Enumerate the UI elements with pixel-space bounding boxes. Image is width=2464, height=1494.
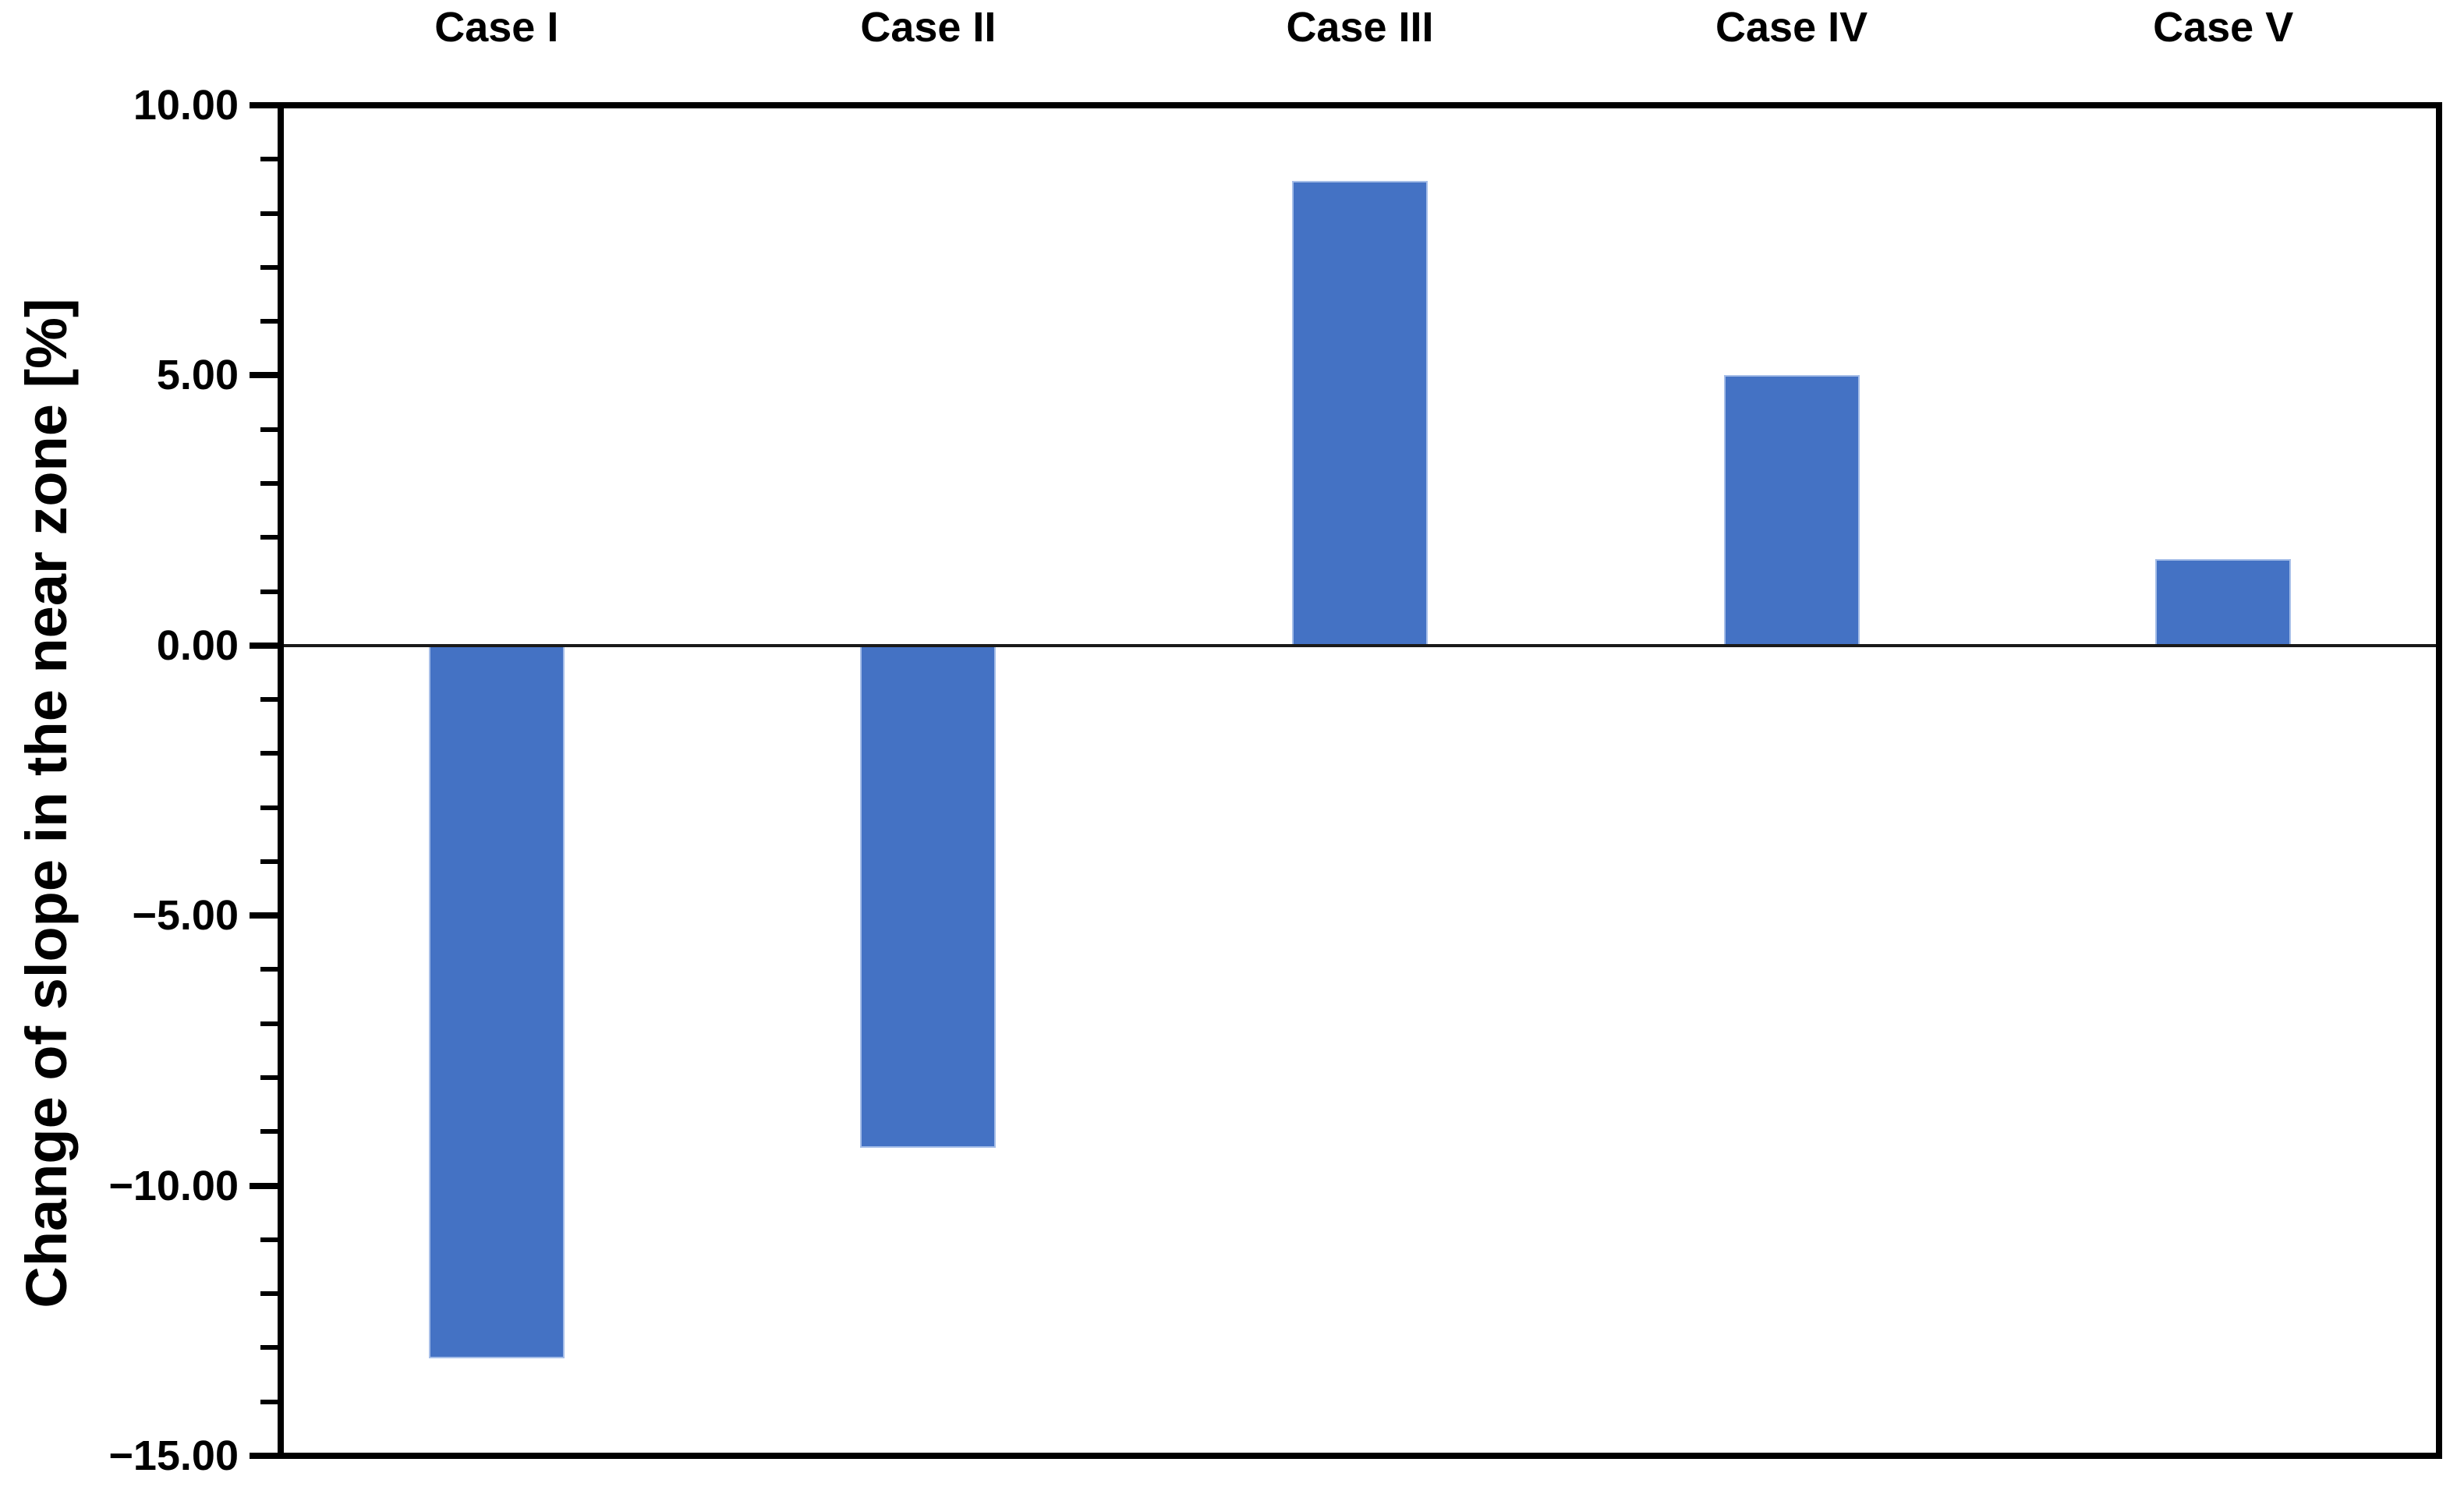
y-axis-minor-tick: [260, 589, 281, 594]
y-axis-major-tick: [250, 642, 281, 649]
zero-baseline: [284, 643, 2436, 647]
y-axis-minor-tick: [260, 264, 281, 270]
y-axis-minor-tick: [260, 211, 281, 216]
y-axis-minor-tick: [260, 1021, 281, 1026]
y-axis-minor-tick: [260, 1237, 281, 1242]
y-axis-minor-tick: [260, 1291, 281, 1297]
y-axis-tick-label: −10.00: [108, 1162, 239, 1209]
y-axis-minor-tick: [260, 1345, 281, 1351]
y-axis-minor-tick: [260, 319, 281, 324]
y-axis-tick-label: 10.00: [133, 82, 239, 129]
y-axis-tick-label: −5.00: [132, 892, 239, 940]
bar-case-iv: [1723, 375, 1860, 646]
y-axis-major-tick: [250, 372, 281, 379]
y-axis-minor-tick: [260, 805, 281, 810]
y-axis-minor-tick: [260, 859, 281, 864]
plot-area: [278, 102, 2442, 1459]
bar-case-i: [428, 645, 565, 1359]
y-axis-major-tick: [250, 1182, 281, 1189]
y-axis-minor-tick: [260, 1129, 281, 1135]
bar-case-ii: [860, 645, 997, 1149]
category-label: Case III: [1286, 4, 1434, 51]
y-axis-minor-tick: [260, 1399, 281, 1404]
y-axis-minor-tick: [260, 535, 281, 540]
y-axis-major-tick: [250, 102, 281, 108]
y-axis-minor-tick: [260, 427, 281, 432]
category-label: Case I: [434, 4, 559, 51]
y-axis-tick-label: 5.00: [156, 352, 239, 399]
y-axis-minor-tick: [260, 697, 281, 703]
y-axis-tick-label: −15.00: [108, 1432, 239, 1479]
bar-case-iii: [1292, 180, 1428, 646]
category-label: Case II: [860, 4, 997, 51]
bar-case-v: [2155, 558, 2292, 646]
y-axis-minor-tick: [260, 1075, 281, 1081]
y-axis-major-tick: [250, 1453, 281, 1459]
y-axis-minor-tick: [260, 480, 281, 486]
y-axis-major-tick: [250, 912, 281, 919]
category-label: Case IV: [1715, 4, 1868, 51]
y-axis-tick-label: 0.00: [156, 621, 239, 669]
y-axis-minor-tick: [260, 157, 281, 162]
y-axis-minor-tick: [260, 967, 281, 972]
y-axis-title: Change of slope in the near zone [%]: [14, 298, 79, 1308]
y-axis-minor-tick: [260, 751, 281, 756]
category-label: Case V: [2153, 4, 2294, 51]
